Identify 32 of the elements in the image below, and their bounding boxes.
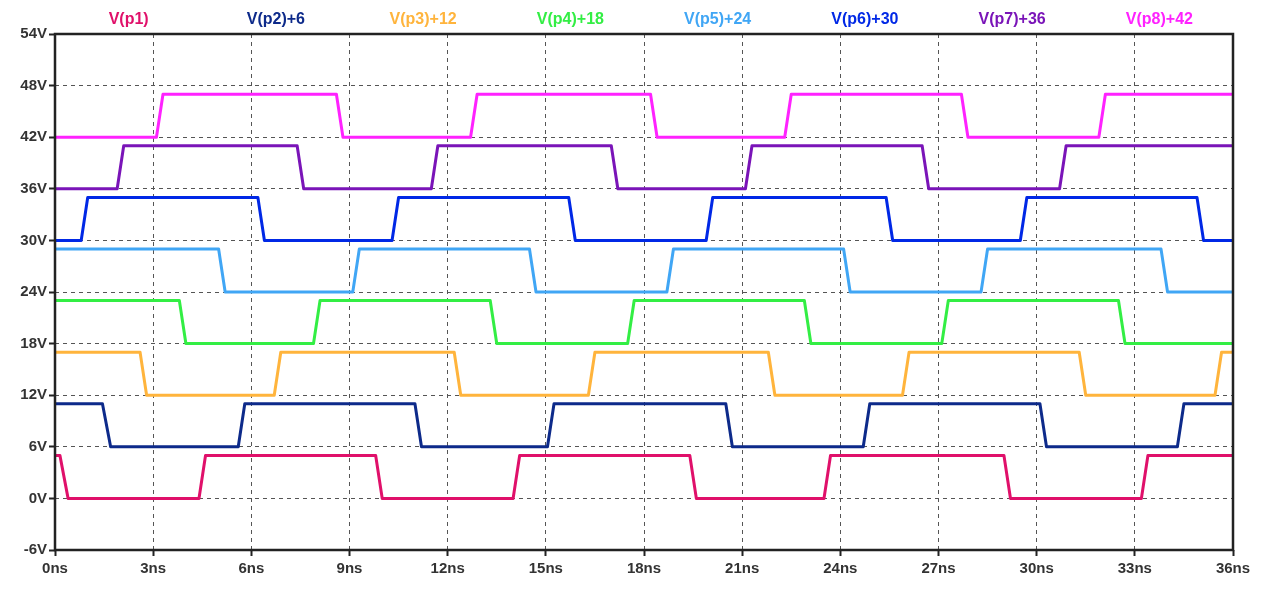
x-tick-label: 0ns xyxy=(42,559,68,577)
text: V(p2)+6 xyxy=(246,10,306,28)
text: V(p5)+24 xyxy=(684,10,752,28)
y-tick-label: -6V xyxy=(23,540,47,558)
y-tick-label: 48V xyxy=(20,75,47,93)
x-tick-label: 3ns xyxy=(140,559,167,577)
text: V(p3)+12 xyxy=(389,10,457,28)
x-tick-label: 15ns xyxy=(528,559,563,577)
x-tick-label: 27ns xyxy=(921,559,956,577)
text: V(p6)+30 xyxy=(831,10,899,28)
x-tick-label: 24ns xyxy=(823,559,858,577)
x-tick-label: 30ns xyxy=(1019,559,1054,577)
x-tick-label: 18ns xyxy=(626,559,662,577)
y-tick-label: 42V xyxy=(20,127,47,145)
text: V(p4)+18 xyxy=(536,10,605,28)
x-tick-label: 33ns xyxy=(1117,559,1152,577)
text: V(p8)+42 xyxy=(1125,10,1194,28)
x-tick-label: 21ns xyxy=(725,559,760,577)
y-tick-label: 0V xyxy=(28,488,47,506)
y-tick-label: 24V xyxy=(20,282,47,300)
y-tick-label: 36V xyxy=(20,178,47,196)
x-tick-label: 9ns xyxy=(336,559,363,577)
y-tick-label: 18V xyxy=(20,333,47,351)
x-tick-label: 36ns xyxy=(1215,559,1251,577)
x-tick-label: 12ns xyxy=(430,559,465,577)
y-tick-label: 54V xyxy=(20,24,47,42)
y-tick-label: 12V xyxy=(20,385,47,403)
y-tick-label: 30V xyxy=(20,230,47,248)
text: V(p7)+36 xyxy=(978,10,1046,28)
x-tick-label: 6ns xyxy=(238,559,265,577)
text: V(p1) xyxy=(108,10,149,28)
y-tick-label: 6V xyxy=(28,436,47,454)
